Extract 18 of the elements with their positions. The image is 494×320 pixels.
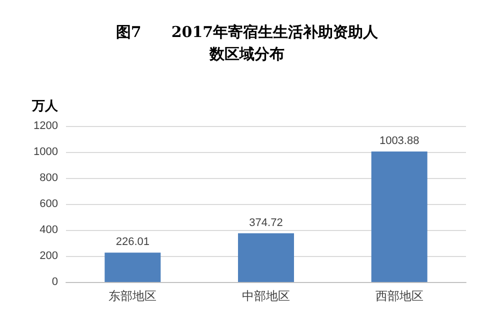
y-tick-label: 0 [52, 276, 58, 288]
y-tick-label: 400 [40, 224, 58, 236]
y-tick-label: 1200 [34, 120, 58, 132]
x-tick-label: 中部地区 [242, 289, 290, 303]
chart-title: 图7 2017年寄宿生生活补助资助人数区域分布 [116, 23, 380, 63]
bar [104, 252, 161, 282]
x-tick-label: 西部地区 [375, 289, 424, 303]
y-tick-label: 600 [40, 198, 58, 210]
y-tick-label: 800 [40, 172, 58, 184]
y-tick-label: 200 [40, 250, 58, 262]
data-label: 1003.88 [379, 134, 420, 147]
data-label: 226.01 [116, 236, 150, 248]
x-tick-label: 东部地区 [108, 289, 157, 303]
y-tick-label: 1000 [34, 146, 58, 158]
bar [371, 151, 428, 282]
data-label: 374.72 [249, 216, 283, 229]
bar [238, 233, 294, 282]
y-axis-title: 万人 [31, 98, 59, 113]
